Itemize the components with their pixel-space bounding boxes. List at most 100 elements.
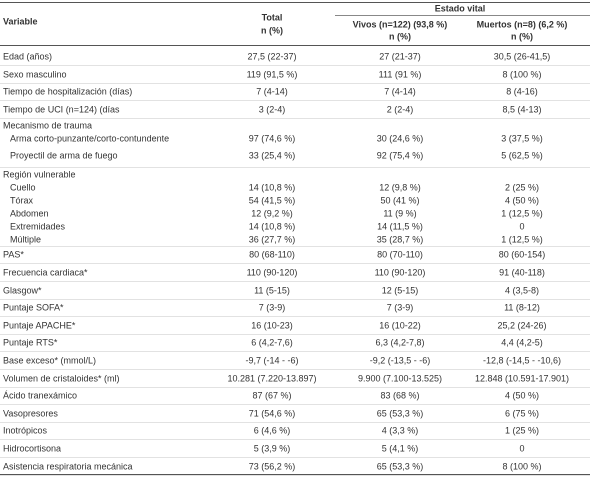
row-label: Edad (años)	[3, 51, 53, 62]
row-separator	[0, 421, 590, 423]
cell: 11 (9 %)	[383, 208, 417, 219]
cell: -9,2 (-13,5 - -6)	[369, 355, 431, 366]
row-separator	[0, 386, 590, 388]
row-separator	[0, 369, 590, 370]
row-separator	[0, 474, 590, 476]
cell: 4,4 (4,2-5)	[501, 337, 543, 348]
cell: 35 (28,7 %)	[376, 234, 424, 245]
cell: 4 (50 %)	[504, 195, 540, 206]
cell: 87 (67 %)	[252, 390, 292, 401]
row-separator	[0, 263, 590, 265]
cell: 12.848 (10.591-17.901)	[474, 373, 570, 384]
row-label: Base exceso* (mmol/L)	[3, 355, 97, 366]
header-cell: n (%)	[261, 25, 283, 36]
group-label: Región vulnerable	[3, 169, 76, 180]
row-separator	[0, 100, 590, 102]
row-label: Inotrópicos	[3, 425, 48, 436]
cell: 80 (70-110)	[377, 249, 423, 260]
cell: -9,7 (-14 - -6)	[245, 355, 299, 366]
row-label: Puntaje SOFA*	[3, 302, 64, 313]
cell: 4 (50 %)	[504, 390, 540, 401]
rule	[0, 474, 590, 475]
cell: 110 (90-120)	[374, 267, 426, 278]
row-separator	[0, 404, 590, 406]
row-label: Volumen de cristaloides* (ml)	[3, 373, 120, 384]
cell: 0	[519, 221, 525, 232]
cell: 12 (9,8 %)	[379, 182, 421, 193]
row-label: Proyectil de arma de fuego	[10, 150, 118, 161]
row-separator	[0, 439, 590, 441]
row-label: Cuello	[10, 182, 36, 193]
cell: 3 (37,5 %)	[501, 133, 543, 144]
header-cell: n (%)	[389, 31, 411, 42]
cell: 8 (100 %)	[502, 69, 542, 80]
cell: 5 (4,1 %)	[381, 443, 419, 454]
cell: 1 (25 %)	[504, 425, 540, 436]
group-header: Estado vital	[434, 3, 486, 14]
header-cell: Total	[261, 12, 283, 23]
row-separator	[0, 298, 590, 300]
cell: 1 (12,5 %)	[501, 208, 543, 219]
row-label: Extremidades	[10, 221, 66, 232]
cell: 110 (90-120)	[246, 267, 298, 278]
cell: 2 (25 %)	[504, 182, 540, 193]
cell: 92 (75,4 %)	[376, 150, 424, 161]
row-label: Tiempo de UCI (n=124) (días	[3, 104, 120, 115]
cell: 14 (11,5 %)	[377, 221, 423, 232]
cell: 6 (4,2-7,6)	[251, 337, 293, 348]
rule	[335, 15, 590, 16]
cell: 11 (8-12)	[504, 302, 540, 313]
row-label: Tiempo de hospitalización (días)	[3, 86, 133, 97]
row-separator	[0, 117, 590, 119]
cell: 119 (91,5 %)	[246, 69, 298, 80]
row-label: Arma corto-punzante/corto-contundente	[10, 133, 170, 144]
cell: 33 (25,4 %)	[248, 150, 296, 161]
cell: 12 (5-15)	[381, 285, 419, 296]
cell: 5 (62,5 %)	[501, 150, 543, 161]
cell: 30,5 (26-41,5)	[493, 51, 551, 62]
cell: 1 (12,5 %)	[501, 234, 543, 245]
cell: 65 (53,3 %)	[376, 461, 424, 472]
row-label: PAS*	[3, 249, 24, 260]
cell: 30 (24,6 %)	[376, 133, 424, 144]
row-separator	[0, 167, 590, 169]
cell: 7 (3-9)	[258, 302, 286, 313]
row-label: Múltiple	[10, 234, 42, 245]
row-label: Frecuencia cardiaca*	[3, 267, 88, 278]
row-label: Hidrocortisona	[3, 443, 62, 454]
cell: 4 (3,5-8)	[504, 285, 540, 296]
row-separator	[0, 82, 590, 84]
header-cell: Variable	[3, 16, 38, 27]
row-label: Sexo masculino	[3, 69, 67, 80]
cell: 6 (75 %)	[504, 408, 540, 419]
cell: 71 (54,6 %)	[248, 408, 296, 419]
row-label: Glasgow*	[3, 285, 42, 296]
row-separator	[0, 65, 590, 66]
row-label: Tórax	[10, 195, 34, 206]
cell: 16 (10-22)	[379, 320, 421, 331]
cell: 6,3 (4,2-7,8)	[375, 337, 425, 348]
header-cell: Muertos (n=8) (6,2 %)	[476, 19, 568, 30]
rule	[0, 2, 590, 3]
row-label: Puntaje RTS*	[3, 337, 58, 348]
row-label: Ácido tranexámico	[3, 390, 78, 401]
rule	[0, 45, 590, 46]
row-separator	[0, 333, 590, 335]
row-label: Abdomen	[10, 208, 49, 219]
group-label: Mecanismo de trauma	[3, 120, 93, 131]
cell: 0	[519, 443, 525, 454]
cell: 50 (41 %)	[380, 195, 420, 206]
cell: 80 (68-110)	[249, 249, 295, 260]
row-separator	[0, 457, 590, 458]
cell: 2 (2-4)	[386, 104, 414, 115]
cell: 111 (91 %)	[378, 69, 422, 80]
cell: 11 (5-15)	[254, 285, 290, 296]
cell: 14 (10,8 %)	[248, 182, 296, 193]
row-label: Vasopresores	[3, 408, 58, 419]
cell: 73 (56,2 %)	[248, 461, 296, 472]
cell: 80 (60-154)	[498, 249, 546, 260]
cell: 27,5 (22-37)	[247, 51, 297, 62]
header-cell: n (%)	[511, 31, 533, 42]
cell: 8 (4-16)	[506, 86, 538, 97]
row-separator	[0, 246, 590, 248]
